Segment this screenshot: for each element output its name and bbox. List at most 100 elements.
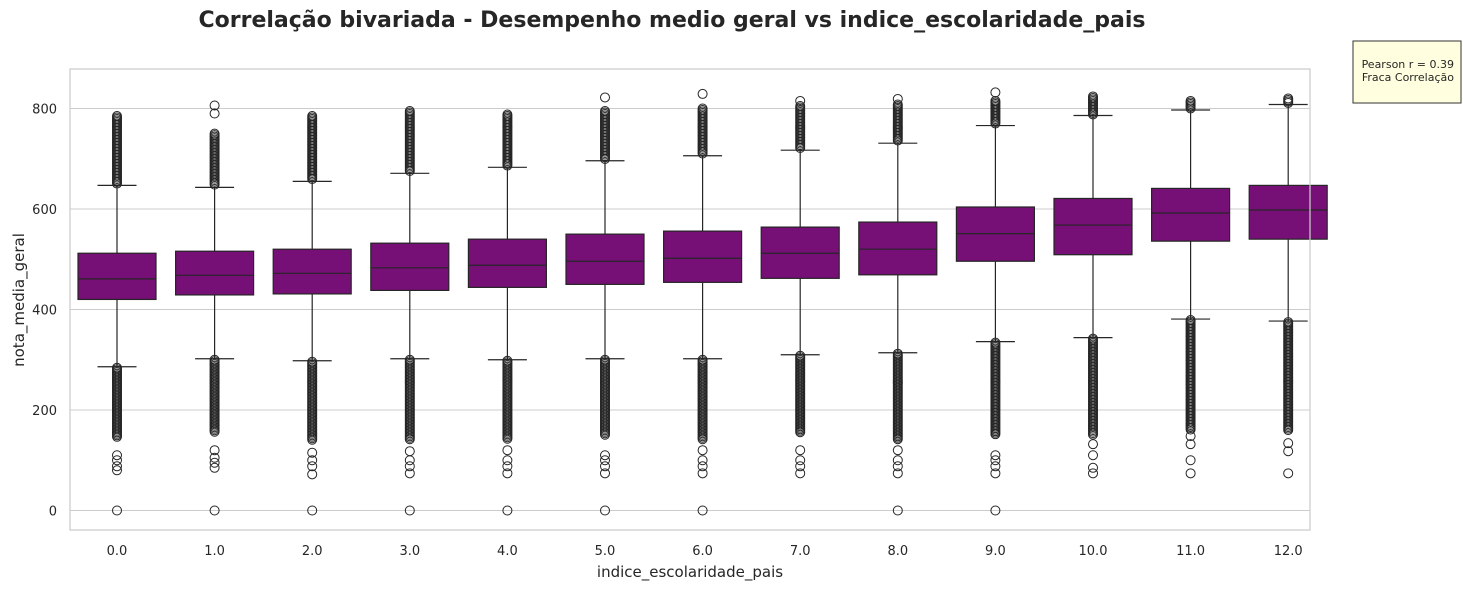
lower-outlier <box>404 434 415 445</box>
upper-outlier <box>1088 109 1098 120</box>
y-tick-label: 0 <box>49 505 57 520</box>
box-group <box>370 106 450 516</box>
outlier-point <box>990 461 1001 472</box>
y-tick-label: 600 <box>32 203 57 218</box>
flier-group <box>1185 95 1196 479</box>
flier-group <box>404 106 415 516</box>
outlier-point <box>404 455 415 466</box>
lower-outlier <box>600 429 610 440</box>
outlier-point <box>697 455 708 466</box>
box-series <box>77 87 1328 516</box>
y-tick-label: 800 <box>32 103 57 118</box>
upper-outlier <box>795 142 806 153</box>
grid-lines <box>70 108 1310 511</box>
outlier-point <box>697 445 708 456</box>
outlier-point <box>1283 446 1294 457</box>
x-tick-label: 3.0 <box>399 544 420 559</box>
x-axis-label: indice_escolaridade_pais <box>597 563 783 582</box>
upper-outlier <box>697 148 708 159</box>
outlier-point <box>697 468 708 479</box>
iqr-box <box>858 221 938 276</box>
pearson-annotation: Pearson r = 0.39 Fraca Correlação <box>1352 40 1462 104</box>
annotation-strength-text: Fraca Correlação <box>1362 71 1454 84</box>
outlier-point <box>990 468 1001 479</box>
chart-title: Correlação bivariada - Desempenho medio … <box>198 8 1145 33</box>
outlier-point <box>795 445 806 456</box>
outlier-point <box>1088 450 1098 461</box>
upper-outlier <box>600 154 610 165</box>
upper-outlier <box>892 135 903 146</box>
outlier-point <box>209 108 220 119</box>
outlier-point <box>404 461 415 472</box>
flier-group <box>209 100 220 516</box>
box-group <box>565 92 645 516</box>
outlier-point <box>892 445 903 456</box>
outlier-point <box>112 450 122 461</box>
upper-outlier <box>404 166 415 177</box>
iqr-box <box>1150 187 1231 242</box>
box-group <box>175 100 255 516</box>
y-tick-labels: 0 200 400 600 800 <box>32 103 57 520</box>
flier-group <box>795 95 806 479</box>
outlier-point <box>600 455 610 466</box>
outlier-point <box>1283 468 1294 479</box>
iqr-box <box>662 230 743 283</box>
x-tick-label: 11.0 <box>1176 544 1205 559</box>
iqr-box <box>467 238 547 288</box>
outlier-point <box>112 465 122 476</box>
outlier-point <box>404 468 415 479</box>
upper-outlier <box>209 179 220 190</box>
box-group <box>1053 91 1133 479</box>
zero-outlier <box>990 505 1001 516</box>
x-tick-label: 10.0 <box>1079 544 1108 559</box>
outlier-point <box>600 468 610 479</box>
outlier-point <box>1185 431 1196 442</box>
iqr-box <box>565 233 645 285</box>
outlier-point <box>307 469 318 480</box>
outlier-point <box>1283 438 1294 449</box>
outlier-point <box>209 100 220 111</box>
outlier-point <box>502 461 513 472</box>
lower-outlier <box>502 433 513 444</box>
upper-outlier <box>990 118 1001 129</box>
outlier-point <box>697 461 708 472</box>
outlier-point <box>600 450 610 461</box>
zero-outlier <box>209 505 220 516</box>
outlier-point <box>795 468 806 479</box>
box-group <box>1150 95 1231 479</box>
iqr-box <box>175 250 255 296</box>
box-group <box>77 111 157 516</box>
lower-outlier <box>795 427 806 438</box>
outlier-point <box>112 455 122 466</box>
flier-group <box>1283 93 1294 479</box>
outlier-point <box>600 461 610 472</box>
plot-frame <box>69 68 1311 531</box>
outlier-point <box>307 455 318 466</box>
flier-group <box>892 93 903 516</box>
flier-group <box>1088 91 1098 479</box>
x-tick-label: 5.0 <box>595 544 616 559</box>
upper-outlier <box>112 178 122 189</box>
y-axis-label: nota_media_geral <box>10 233 29 367</box>
zero-outlier <box>892 505 903 516</box>
flier-group <box>112 111 122 516</box>
outlier-point <box>209 445 220 456</box>
lower-outlier <box>697 434 708 445</box>
x-tick-label: 2.0 <box>302 544 323 559</box>
zero-outlier <box>404 505 415 516</box>
x-tick-label: 8.0 <box>887 544 908 559</box>
flier-group <box>307 111 318 516</box>
outlier-point <box>892 455 903 466</box>
lower-outlier <box>892 434 903 445</box>
flier-group <box>502 109 513 516</box>
iqr-box <box>1248 184 1328 240</box>
x-tick-label: 1.0 <box>204 544 225 559</box>
box-group <box>467 109 547 516</box>
zero-outlier <box>112 505 122 516</box>
outlier-point <box>404 446 415 457</box>
box-group <box>1248 93 1328 479</box>
annotation-box <box>1352 40 1462 104</box>
x-tick-label: 12.0 <box>1274 544 1303 559</box>
annotation-pearson-text: Pearson r = 0.39 <box>1362 58 1454 71</box>
iqr-box <box>370 242 450 292</box>
